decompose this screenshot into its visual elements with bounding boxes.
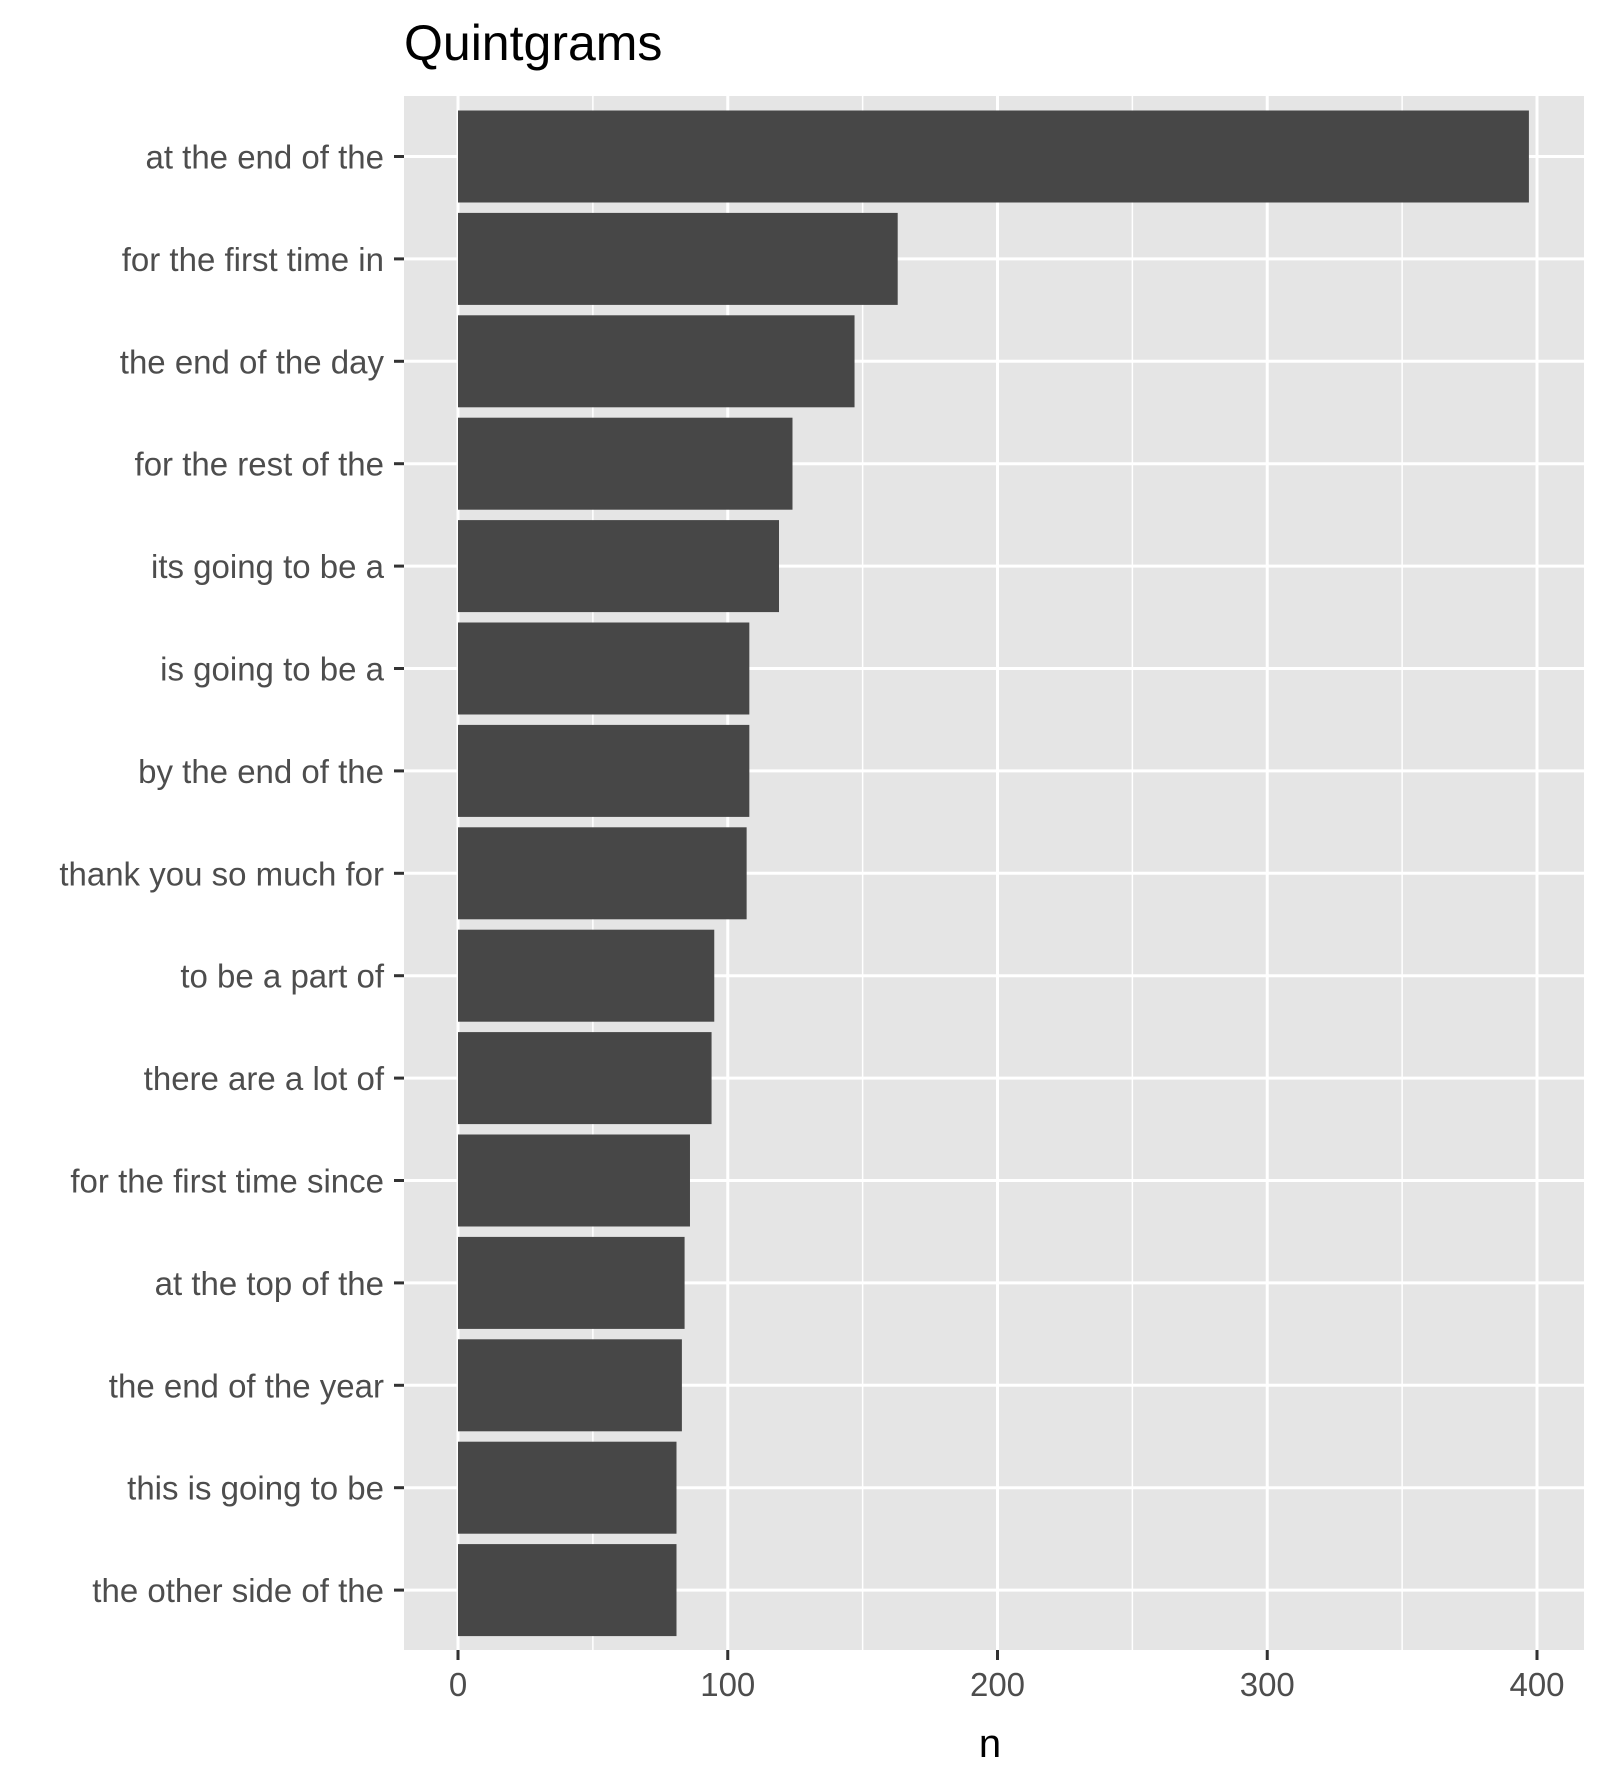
y-tick-label: at the top of the (155, 1265, 384, 1302)
bar (458, 1339, 682, 1432)
y-tick-label: there are a lot of (144, 1060, 385, 1097)
bar (458, 1544, 677, 1637)
y-tick-label: for the rest of the (135, 446, 384, 483)
bar (458, 1441, 677, 1534)
bar (458, 417, 793, 510)
x-tick-label: 300 (1240, 1666, 1295, 1703)
y-tick-label: by the end of the (138, 753, 384, 790)
bar (458, 212, 898, 305)
chart-title: Quintgrams (404, 15, 662, 71)
y-tick-label: for the first time since (70, 1163, 384, 1200)
bar (458, 1236, 685, 1329)
bar (458, 1134, 690, 1227)
y-tick-label: thank you so much for (59, 855, 384, 892)
y-tick-label: the end of the day (120, 343, 385, 380)
x-tick-label: 400 (1509, 1666, 1564, 1703)
y-tick-label: the other side of the (92, 1572, 384, 1609)
y-tick-label: at the end of the (145, 139, 384, 176)
x-axis-title: n (979, 1722, 1001, 1766)
y-tick-label: for the first time in (122, 241, 384, 278)
y-tick-label: the end of the year (109, 1367, 384, 1404)
bar (458, 622, 750, 715)
bar (458, 827, 747, 920)
x-tick-label: 0 (449, 1666, 467, 1703)
bar (458, 929, 715, 1022)
y-tick-label: this is going to be (127, 1470, 384, 1507)
bar (458, 1032, 712, 1125)
bar (458, 520, 780, 613)
bar (458, 110, 1529, 203)
bar (458, 724, 750, 817)
bar (458, 315, 855, 408)
y-tick-label: its going to be a (151, 548, 385, 585)
x-tick-label: 100 (700, 1666, 755, 1703)
x-tick-label: 200 (970, 1666, 1025, 1703)
y-tick-label: to be a part of (180, 958, 384, 995)
y-tick-label: is going to be a (160, 651, 384, 688)
